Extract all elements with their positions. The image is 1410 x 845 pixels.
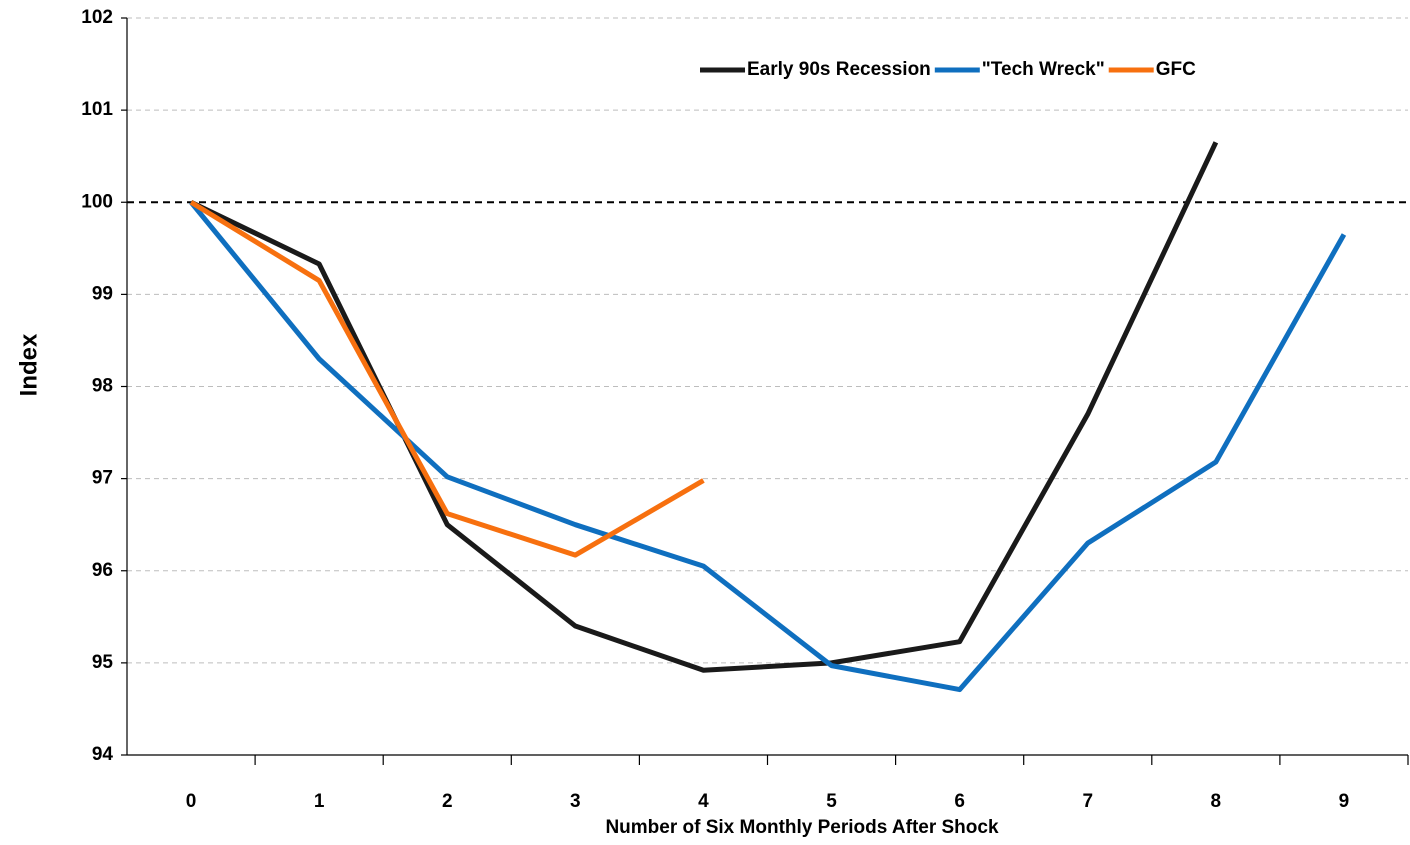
y-tick-label: 94 bbox=[92, 744, 114, 765]
y-tick-label: 98 bbox=[92, 376, 113, 397]
y-tick-label: 97 bbox=[92, 468, 113, 489]
y-tick-label: 102 bbox=[81, 7, 113, 28]
x-tick-label: 6 bbox=[954, 791, 965, 812]
x-tick-label: 4 bbox=[698, 791, 709, 812]
y-tick-label: 100 bbox=[81, 191, 113, 212]
y-tick-label: 99 bbox=[92, 283, 113, 304]
series-line bbox=[189, 141, 1219, 673]
legend-label: "Tech Wreck" bbox=[982, 59, 1105, 80]
y-tick-label: 101 bbox=[81, 99, 113, 120]
y-tick-label: 96 bbox=[92, 560, 113, 581]
x-tick-label: 1 bbox=[314, 791, 325, 812]
x-tick-label: 3 bbox=[570, 791, 581, 812]
x-tick-label: 8 bbox=[1211, 791, 1222, 812]
y-tick-label: 95 bbox=[92, 652, 114, 673]
series-line bbox=[189, 200, 1347, 693]
y-axis-label: Index bbox=[15, 333, 42, 396]
legend-label: GFC bbox=[1156, 59, 1196, 80]
x-axis-label: Number of Six Monthly Periods After Shoc… bbox=[605, 817, 999, 838]
x-tick-label: 9 bbox=[1339, 791, 1350, 812]
x-tick-label: 7 bbox=[1082, 791, 1093, 812]
series-line bbox=[189, 200, 705, 558]
x-tick-label: 2 bbox=[442, 791, 453, 812]
x-tick-label: 0 bbox=[186, 791, 197, 812]
legend-label: Early 90s Recession bbox=[747, 59, 931, 80]
x-tick-label: 5 bbox=[826, 791, 837, 812]
